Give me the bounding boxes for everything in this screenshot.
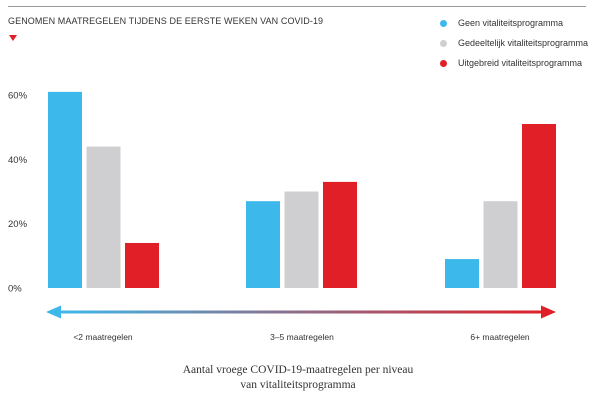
y-tick-label: 60%	[8, 91, 28, 102]
y-axis-ticks: 0% 20% 40% 60%	[8, 91, 28, 295]
arrow-head-right	[541, 305, 556, 319]
bar-1-series-3	[125, 242, 159, 288]
top-rule	[8, 6, 586, 7]
legend-label-geen: Geen vitaliteitsprogramma	[458, 18, 564, 28]
y-tick-label: 40%	[8, 155, 28, 166]
caption-line-2: van vitaliteitsprogramma	[240, 379, 356, 391]
legend-item-uitgebreid: Uitgebreid vitaliteitsprogramma	[440, 53, 588, 73]
x-axis-labels: <2 maatregelen 3–5 maatregelen 6+ maatrege…	[73, 332, 530, 342]
x-tick-label: 6+ maatregelen	[470, 332, 530, 342]
chart-title: GENOMEN MAATREGELEN TIJDENS DE EERSTE WE…	[8, 16, 324, 26]
legend-swatch-geen	[440, 19, 447, 27]
bar-3-series-3	[522, 124, 556, 288]
chart-caption: Aantal vroege COVID-19-maatregelen per n…	[0, 363, 596, 393]
caption-line-1: Aantal vroege COVID-19-maatregelen per n…	[182, 364, 414, 376]
arrow-head-left	[46, 305, 61, 319]
bar-1-series-1	[48, 91, 82, 288]
legend-label-gedeeltelijk: Gedeeltelijk vitaliteitsprogramma	[458, 38, 589, 48]
legend-swatch-uitgebreid	[440, 59, 447, 67]
bar-3-series-2	[483, 201, 518, 288]
bar-1-series-2	[86, 146, 121, 288]
bar-2-series-3	[323, 181, 357, 288]
arrow-shaft	[58, 310, 543, 314]
bars	[48, 91, 556, 288]
legend-item-gedeeltelijk: Gedeeltelijk vitaliteitsprogramma	[440, 33, 588, 53]
legend: Geen vitaliteitsprogramma Gedeeltelijk v…	[440, 13, 588, 73]
y-tick-label: 20%	[8, 219, 28, 230]
y-tick-label: 0%	[8, 284, 22, 295]
triangle-down-icon	[9, 35, 17, 43]
legend-label-uitgebreid: Uitgebreid vitaliteitsprogramma	[458, 58, 583, 68]
bar-3-series-1	[445, 259, 479, 288]
legend-item-geen: Geen vitaliteitsprogramma	[440, 13, 588, 33]
bar-2-series-2	[284, 191, 319, 288]
legend-swatch-gedeeltelijk	[440, 39, 447, 47]
bar-2-series-1	[246, 201, 280, 288]
x-tick-label: 3–5 maatregelen	[270, 332, 334, 342]
gradient-arrow	[46, 305, 556, 319]
x-tick-label: <2 maatregelen	[73, 332, 133, 342]
